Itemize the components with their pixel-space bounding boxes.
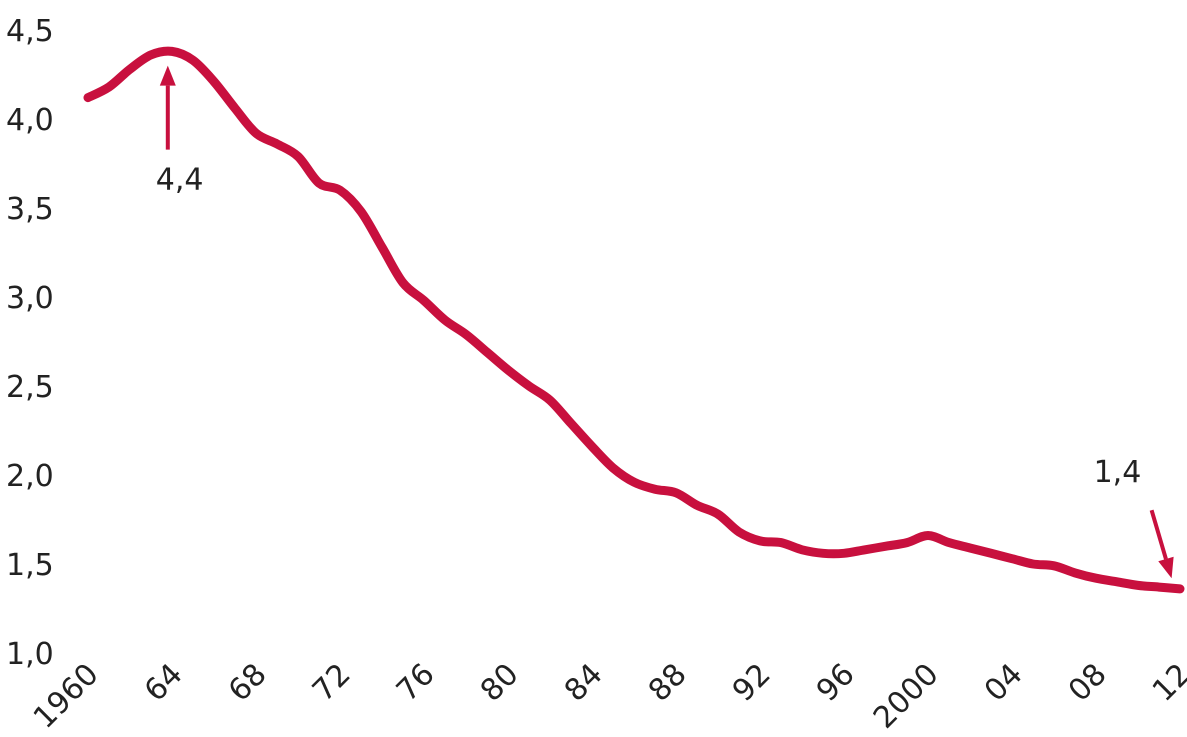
y-tick-label: 4,5: [6, 14, 54, 49]
annotation-end: 1,4: [1094, 455, 1174, 579]
x-tick-label: 88: [642, 657, 694, 709]
y-tick-label: 4,0: [6, 103, 54, 138]
y-tick-label: 2,0: [6, 459, 54, 494]
y-tick-label: 1,0: [6, 637, 54, 672]
x-tick-label: 76: [390, 657, 442, 709]
y-tick-label: 1,5: [6, 548, 54, 583]
annotation-peak-arrowhead: [159, 65, 176, 86]
y-tick-label: 3,5: [6, 192, 54, 227]
x-tick-label: 92: [726, 657, 778, 709]
x-tick-label: 72: [306, 657, 358, 709]
series-line: [83, 46, 1185, 594]
x-tick-label: 68: [222, 657, 274, 709]
y-axis-ticks: 4,5 4,0 3,5 3,0 2,5 2,0 1,5 1,0: [6, 14, 54, 672]
x-tick-label: 96: [810, 657, 862, 709]
x-tick-label: 84: [558, 657, 610, 709]
annotation-end-arrow: [1149, 509, 1168, 560]
x-axis-ticks: 1960 64 68 72 76 80 84 88 92 96 2000 04 08 12: [27, 657, 1187, 736]
x-tick-label: 80: [474, 657, 526, 709]
annotation-end-label: 1,4: [1094, 455, 1142, 490]
x-tick-label: 64: [138, 657, 190, 709]
annotation-peak: 4,4: [156, 65, 204, 198]
y-tick-label: 3,0: [6, 281, 54, 316]
annotation-peak-label: 4,4: [156, 163, 204, 198]
annotation-end-arrowhead: [1158, 556, 1174, 579]
x-tick-label: 08: [1062, 657, 1114, 709]
x-tick-label: 2000: [867, 657, 946, 736]
x-tick-label: 04: [978, 657, 1030, 709]
x-tick-label: 12: [1146, 657, 1187, 709]
y-tick-label: 2,5: [6, 370, 54, 405]
